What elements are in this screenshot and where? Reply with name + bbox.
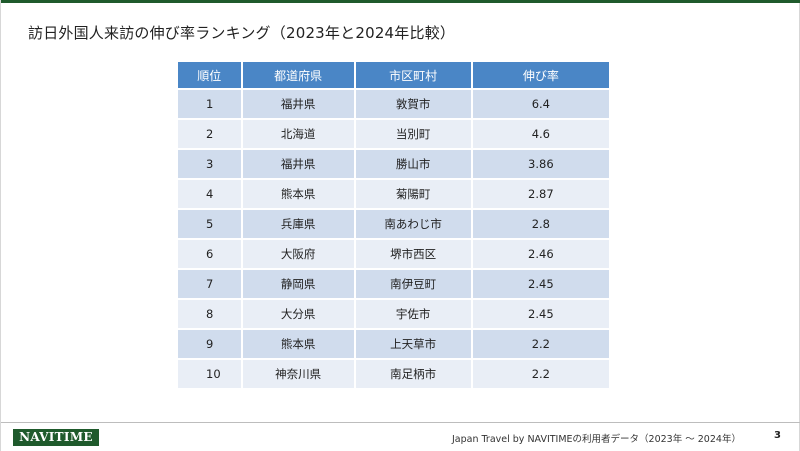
growth-cell: 2.46: [472, 240, 609, 268]
growth-cell: 2.2: [472, 360, 609, 388]
footer-divider: [1, 422, 800, 423]
prefecture-cell: 熊本県: [242, 330, 354, 358]
table-row: 10 神奈川県 南足柄市 2.2: [178, 360, 609, 388]
table-row: 6 大阪府 堺市西区 2.46: [178, 240, 609, 268]
table-row: 5 兵庫県 南あわじ市 2.8: [178, 210, 609, 238]
municipality-cell: 当別町: [355, 120, 471, 148]
prefecture-cell: 兵庫県: [242, 210, 354, 238]
rank-cell: 8: [178, 300, 241, 328]
rank-cell: 1: [178, 90, 241, 118]
ranking-table-container: 順位 都道府県 市区町村 伸び率 1 福井県 敦賀市 6.4 2 北海道 当別町: [178, 62, 613, 388]
prefecture-cell: 神奈川県: [242, 360, 354, 388]
header-prefecture: 都道府県: [242, 62, 354, 88]
page-number: 3: [774, 430, 781, 441]
growth-cell: 2.45: [472, 270, 609, 298]
table-header-row: 順位 都道府県 市区町村 伸び率: [178, 62, 609, 88]
prefecture-cell: 熊本県: [242, 180, 354, 208]
top-accent-rule: [1, 0, 800, 3]
rank-cell: 3: [178, 150, 241, 178]
prefecture-cell: 大分県: [242, 300, 354, 328]
header-growth-rate: 伸び率: [472, 62, 609, 88]
table-row: 2 北海道 当別町 4.6: [178, 120, 609, 148]
municipality-cell: 勝山市: [355, 150, 471, 178]
prefecture-cell: 大阪府: [242, 240, 354, 268]
prefecture-cell: 福井県: [242, 150, 354, 178]
rank-cell: 5: [178, 210, 241, 238]
rank-cell: 10: [178, 360, 241, 388]
municipality-cell: 南足柄市: [355, 360, 471, 388]
rank-cell: 9: [178, 330, 241, 358]
table-row: 9 熊本県 上天草市 2.2: [178, 330, 609, 358]
municipality-cell: 菊陽町: [355, 180, 471, 208]
municipality-cell: 上天草市: [355, 330, 471, 358]
data-source-note: Japan Travel by NAVITIMEの利用者データ（2023年 ～ …: [452, 434, 741, 445]
rank-cell: 2: [178, 120, 241, 148]
growth-cell: 2.45: [472, 300, 609, 328]
growth-cell: 2.8: [472, 210, 609, 238]
growth-cell: 6.4: [472, 90, 609, 118]
prefecture-cell: 福井県: [242, 90, 354, 118]
municipality-cell: 南伊豆町: [355, 270, 471, 298]
header-rank: 順位: [178, 62, 241, 88]
growth-cell: 3.86: [472, 150, 609, 178]
prefecture-cell: 静岡県: [242, 270, 354, 298]
slide-title: 訪日外国人来訪の伸び率ランキング（2023年と2024年比較）: [28, 24, 456, 42]
rank-cell: 7: [178, 270, 241, 298]
growth-cell: 2.2: [472, 330, 609, 358]
table-row: 1 福井県 敦賀市 6.4: [178, 90, 609, 118]
growth-cell: 4.6: [472, 120, 609, 148]
municipality-cell: 南あわじ市: [355, 210, 471, 238]
header-municipality: 市区町村: [355, 62, 471, 88]
municipality-cell: 敦賀市: [355, 90, 471, 118]
table-row: 7 静岡県 南伊豆町 2.45: [178, 270, 609, 298]
table-row: 3 福井県 勝山市 3.86: [178, 150, 609, 178]
growth-cell: 2.87: [472, 180, 609, 208]
table-row: 8 大分県 宇佐市 2.45: [178, 300, 609, 328]
rank-cell: 4: [178, 180, 241, 208]
municipality-cell: 堺市西区: [355, 240, 471, 268]
ranking-table: 順位 都道府県 市区町村 伸び率 1 福井県 敦賀市 6.4 2 北海道 当別町: [176, 60, 611, 390]
table-row: 4 熊本県 菊陽町 2.87: [178, 180, 609, 208]
municipality-cell: 宇佐市: [355, 300, 471, 328]
navitime-logo: NAVITIME: [13, 429, 99, 446]
rank-cell: 6: [178, 240, 241, 268]
prefecture-cell: 北海道: [242, 120, 354, 148]
